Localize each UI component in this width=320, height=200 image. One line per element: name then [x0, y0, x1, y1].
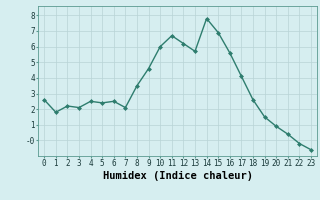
- X-axis label: Humidex (Indice chaleur): Humidex (Indice chaleur): [103, 171, 252, 181]
